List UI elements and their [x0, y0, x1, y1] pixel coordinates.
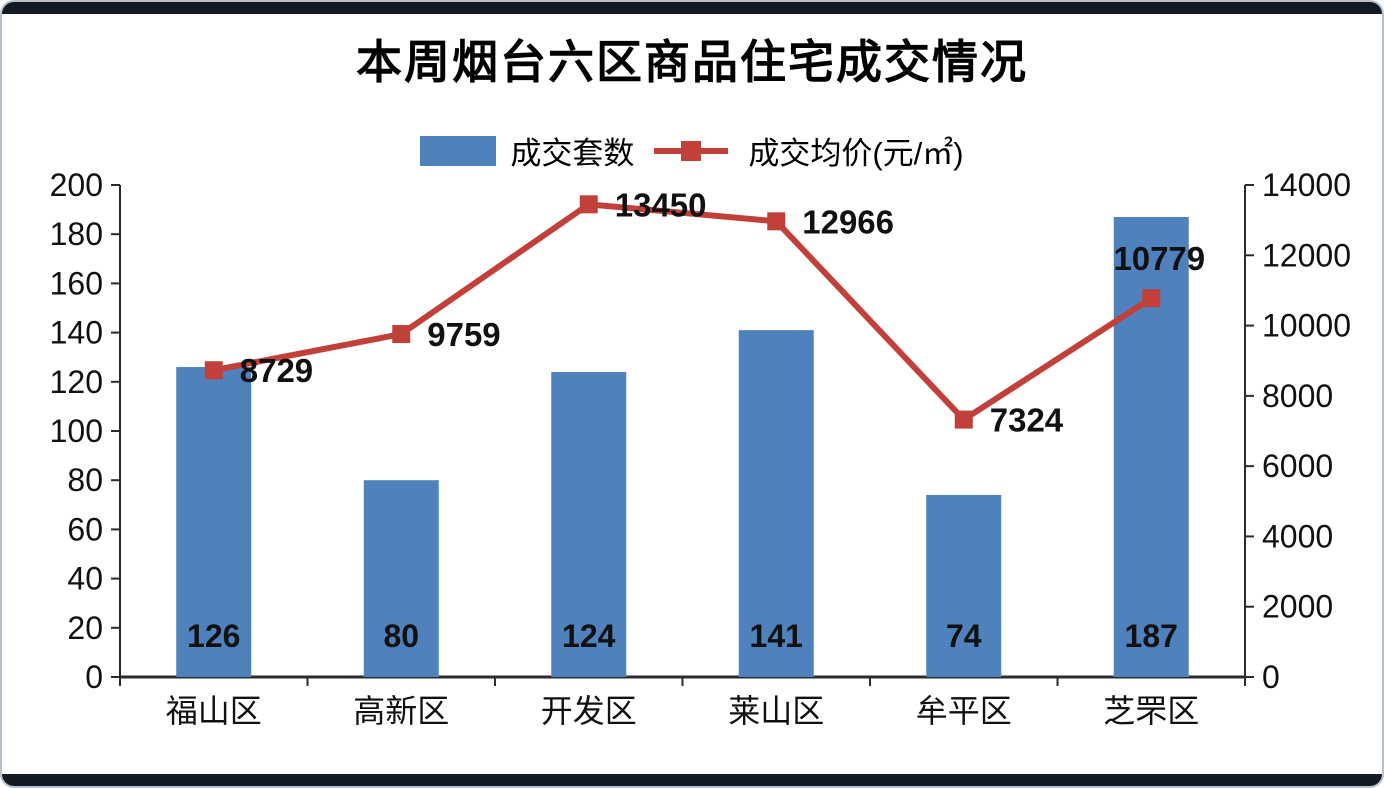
svg-text:7324: 7324	[990, 402, 1064, 439]
svg-text:80: 80	[383, 618, 419, 654]
svg-text:100: 100	[50, 413, 103, 449]
svg-text:13450: 13450	[615, 186, 707, 223]
svg-text:高新区: 高新区	[353, 693, 449, 729]
svg-text:10000: 10000	[1262, 308, 1351, 344]
svg-text:160: 160	[50, 265, 103, 301]
svg-text:福山区: 福山区	[166, 693, 262, 729]
svg-text:126: 126	[187, 618, 240, 654]
svg-text:0: 0	[1262, 659, 1280, 695]
svg-text:8000: 8000	[1262, 378, 1333, 414]
svg-text:10779: 10779	[1113, 240, 1205, 277]
card-top-edge	[2, 2, 1382, 14]
line-marker-icon	[681, 140, 702, 161]
svg-text:14000: 14000	[1262, 167, 1351, 203]
bar-series-swatch-icon	[420, 135, 497, 166]
bar-series-label: 成交套数	[510, 136, 635, 171]
chart-title: 本周烟台六区商品住宅成交情况	[356, 36, 1028, 88]
card-bottom-edge	[2, 774, 1382, 786]
svg-text:6000: 6000	[1262, 448, 1333, 484]
svg-text:0: 0	[85, 659, 103, 695]
svg-text:60: 60	[67, 511, 103, 547]
svg-text:80: 80	[67, 462, 103, 498]
svg-text:200: 200	[50, 167, 103, 203]
svg-text:120: 120	[50, 364, 103, 400]
chart-legend: 成交套数 成交均价(元/㎡)	[2, 128, 1382, 173]
line-series-swatch-icon	[654, 140, 729, 161]
svg-text:12966: 12966	[802, 203, 894, 240]
svg-text:9759: 9759	[427, 316, 500, 353]
svg-text:140: 140	[50, 315, 103, 351]
svg-text:40: 40	[67, 561, 103, 597]
svg-text:2000: 2000	[1262, 589, 1333, 625]
svg-text:牟平区: 牟平区	[916, 693, 1012, 729]
svg-text:180: 180	[50, 216, 103, 252]
svg-text:莱山区: 莱山区	[728, 693, 824, 729]
svg-text:12000: 12000	[1262, 237, 1351, 273]
svg-text:8729: 8729	[240, 352, 313, 389]
svg-text:20: 20	[67, 610, 103, 646]
svg-text:141: 141	[750, 618, 803, 654]
svg-text:74: 74	[946, 618, 982, 654]
svg-text:187: 187	[1125, 618, 1178, 654]
svg-text:124: 124	[562, 618, 616, 654]
svg-text:4000: 4000	[1262, 518, 1333, 554]
svg-text:开发区: 开发区	[541, 693, 637, 729]
svg-text:芝罘区: 芝罘区	[1103, 693, 1199, 729]
line-series-label: 成交均价(元/㎡)	[748, 136, 964, 171]
